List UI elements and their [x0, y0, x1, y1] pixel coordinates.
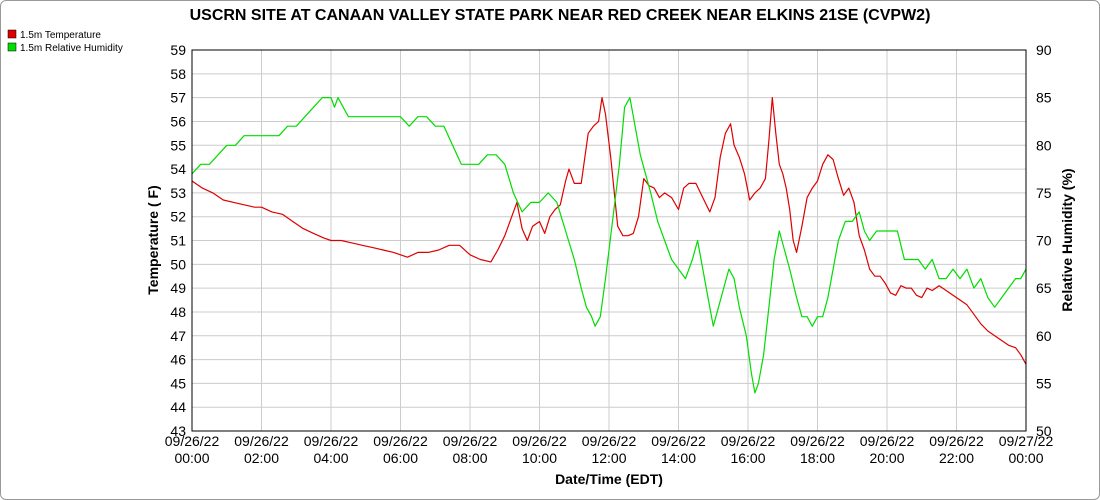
y-left-tick-label: 58 — [170, 66, 186, 82]
y-left-tick-label: 47 — [170, 328, 186, 344]
legend-swatch-temperature — [7, 29, 17, 39]
y-right-tick-label: 80 — [1036, 137, 1052, 153]
y-left-tick-label: 50 — [170, 256, 186, 272]
x-tick-label-date: 09/26/22 — [443, 433, 498, 449]
y-left-tick-label: 44 — [170, 399, 186, 415]
x-axis-title: Date/Time (EDT) — [555, 471, 663, 487]
y-right-tick-label: 85 — [1036, 90, 1052, 106]
x-tick-label-date: 09/27/22 — [999, 433, 1054, 449]
y-left-tick-label: 52 — [170, 209, 186, 225]
x-tick-label-date: 09/26/22 — [582, 433, 637, 449]
x-tick-label-time: 20:00 — [869, 450, 904, 466]
x-tick-label-time: 14:00 — [661, 450, 696, 466]
y-left-tick-label: 48 — [170, 304, 186, 320]
y-axis-right-title: Relative Humidity (%) — [1059, 168, 1075, 311]
y-left-tick-label: 54 — [170, 161, 186, 177]
x-tick-label-date: 09/26/22 — [373, 433, 428, 449]
y-left-tick-label: 55 — [170, 137, 186, 153]
x-tick-label-date: 09/26/22 — [790, 433, 845, 449]
y-left-tick-label: 43 — [170, 423, 186, 439]
x-tick-label-date: 09/26/22 — [234, 433, 289, 449]
x-tick-label-date: 09/26/22 — [651, 433, 706, 449]
x-tick-label-time: 10:00 — [522, 450, 557, 466]
y-left-tick-label: 53 — [170, 185, 186, 201]
x-tick-label-time: 18:00 — [800, 450, 835, 466]
x-tick-label-time: 00:00 — [174, 450, 209, 466]
legend: 1.5m Temperature 1.5m Relative Humidity — [7, 29, 123, 54]
plot-area-border — [191, 49, 1027, 432]
y-right-tick-label: 60 — [1036, 328, 1052, 344]
series-line-temperature — [191, 96, 1027, 365]
y-right-tick-label: 75 — [1036, 185, 1052, 201]
x-tick-label-time: 12:00 — [591, 450, 626, 466]
x-tick-label-date: 09/26/22 — [165, 433, 220, 449]
x-tick-label-date: 09/26/22 — [929, 433, 984, 449]
x-tick-label-time: 00:00 — [1008, 450, 1043, 466]
legend-swatch-humidity — [7, 42, 17, 52]
y-left-tick-label: 51 — [170, 233, 186, 249]
y-left-tick-label: 57 — [170, 90, 186, 106]
y-left-tick-label: 49 — [170, 280, 186, 296]
y-axis-left-title: Temperature ( F) — [145, 185, 161, 294]
series-line-humidity — [191, 96, 1027, 394]
series-layer — [191, 96, 1027, 394]
legend-label-humidity: 1.5m Relative Humidity — [20, 43, 123, 54]
legend-label-temperature: 1.5m Temperature — [20, 30, 101, 41]
y-left-tick-label: 46 — [170, 352, 186, 368]
x-tick-label-time: 08:00 — [452, 450, 487, 466]
y-right-tick-label: 90 — [1036, 42, 1052, 58]
x-tick-label-time: 04:00 — [313, 450, 348, 466]
x-tick-label-date: 09/26/22 — [512, 433, 567, 449]
grid — [191, 49, 1027, 432]
y-right-tick-label: 70 — [1036, 233, 1052, 249]
x-tick-label-date: 09/26/22 — [304, 433, 359, 449]
x-tick-label-date: 09/26/22 — [860, 433, 915, 449]
y-right-tick-label: 50 — [1036, 423, 1052, 439]
x-tick-label-time: 02:00 — [244, 450, 279, 466]
y-left-tick-label: 56 — [170, 113, 186, 129]
x-tick-label-date: 09/26/22 — [721, 433, 776, 449]
x-tick-label-time: 06:00 — [383, 450, 418, 466]
chart-title: USCRN SITE AT CANAAN VALLEY STATE PARK N… — [190, 7, 931, 24]
y-left-tick-label: 45 — [170, 375, 186, 391]
y-left-tick-label: 59 — [170, 42, 186, 58]
x-tick-label-time: 16:00 — [730, 450, 765, 466]
tick-labels: 43 44 45 46 47 48 49 50 51 52 53 54 55 56 57 58 59 50 55 60… — [165, 42, 1054, 466]
y-right-tick-label: 55 — [1036, 375, 1052, 391]
y-right-tick-label: 65 — [1036, 280, 1052, 296]
x-tick-label-time: 22:00 — [939, 450, 974, 466]
